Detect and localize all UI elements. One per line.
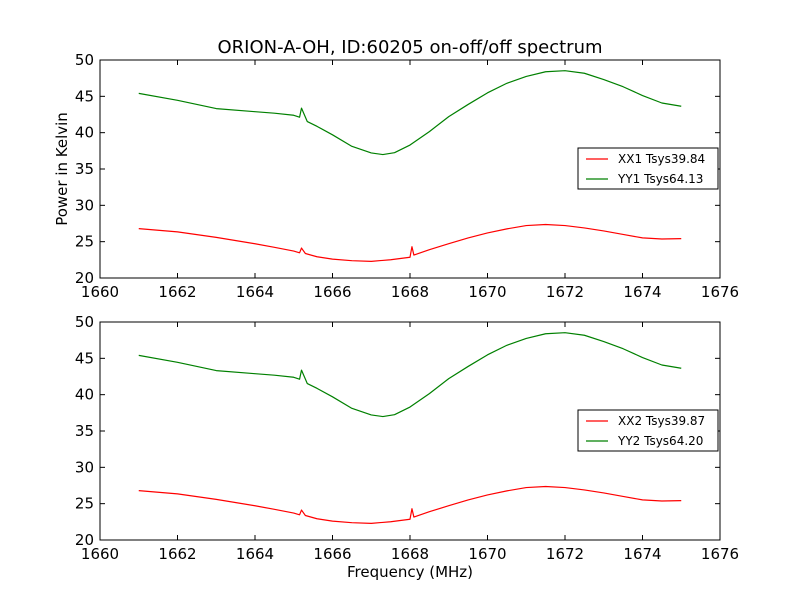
x-tick-label: 1670 bbox=[468, 545, 506, 563]
x-tick-label: 1668 bbox=[391, 545, 429, 563]
x-tick-label: 1674 bbox=[623, 545, 661, 563]
figure-title: ORION-A-OH, ID:60205 on-off/off spectrum bbox=[217, 37, 602, 58]
legend-label: XX2 Tsys39.87 bbox=[618, 414, 705, 428]
y-tick-label: 40 bbox=[75, 124, 94, 142]
x-tick-label: 1666 bbox=[313, 283, 351, 301]
y-tick-label: 25 bbox=[75, 495, 94, 513]
legend-label: XX1 Tsys39.84 bbox=[618, 152, 705, 166]
legend-box bbox=[577, 147, 719, 190]
y-tick-label: 30 bbox=[75, 196, 94, 214]
x-tick-label: 1664 bbox=[236, 545, 274, 563]
y-tick-label: 50 bbox=[75, 51, 94, 69]
series-line-xx2 bbox=[138, 485, 682, 524]
y-tick-label: 30 bbox=[75, 458, 94, 476]
y-tick-label: 50 bbox=[75, 313, 94, 331]
x-tick-label: 1660 bbox=[81, 545, 119, 563]
y-tick-label: 20 bbox=[75, 269, 94, 287]
top-panel: 1660 1662 1664 1666 1668 1670 1672 1674 1676 20 25… bbox=[75, 51, 739, 301]
y-tick-label: 35 bbox=[75, 160, 94, 178]
x-tick-label: 1676 bbox=[701, 283, 739, 301]
x-tick-label: 1674 bbox=[623, 283, 661, 301]
y-tick-label: 40 bbox=[75, 386, 94, 404]
y-axis-label: Power in Kelvin bbox=[53, 112, 71, 226]
x-tick-label: 1672 bbox=[546, 545, 584, 563]
legend-label: YY1 Tsys64.13 bbox=[617, 172, 703, 186]
series-line-yy1 bbox=[138, 70, 682, 156]
x-tick-label: 1662 bbox=[158, 545, 196, 563]
x-tick-label: 1662 bbox=[158, 283, 196, 301]
y-tick-label: 35 bbox=[75, 422, 94, 440]
x-tick-label: 1672 bbox=[546, 283, 584, 301]
legend-box bbox=[577, 409, 719, 452]
legend-label: YY2 Tsys64.20 bbox=[617, 434, 703, 448]
x-tick-label: 1660 bbox=[81, 283, 119, 301]
y-tick-label: 25 bbox=[75, 233, 94, 251]
x-tick-label: 1666 bbox=[313, 545, 351, 563]
x-tick-label: 1668 bbox=[391, 283, 429, 301]
x-tick-label: 1670 bbox=[468, 283, 506, 301]
bottom-panel: 1660 1662 1664 1666 1668 1670 1672 1674 1676 20 25… bbox=[75, 313, 739, 563]
x-tick-label: 1664 bbox=[236, 283, 274, 301]
series-line-xx1 bbox=[138, 223, 682, 262]
y-tick-label: 20 bbox=[75, 531, 94, 549]
x-tick-label: 1676 bbox=[701, 545, 739, 563]
y-tick-label: 45 bbox=[75, 349, 94, 367]
series-line-yy2 bbox=[138, 332, 682, 418]
y-tick-label: 45 bbox=[75, 87, 94, 105]
x-axis-label: Frequency (MHz) bbox=[347, 563, 473, 581]
